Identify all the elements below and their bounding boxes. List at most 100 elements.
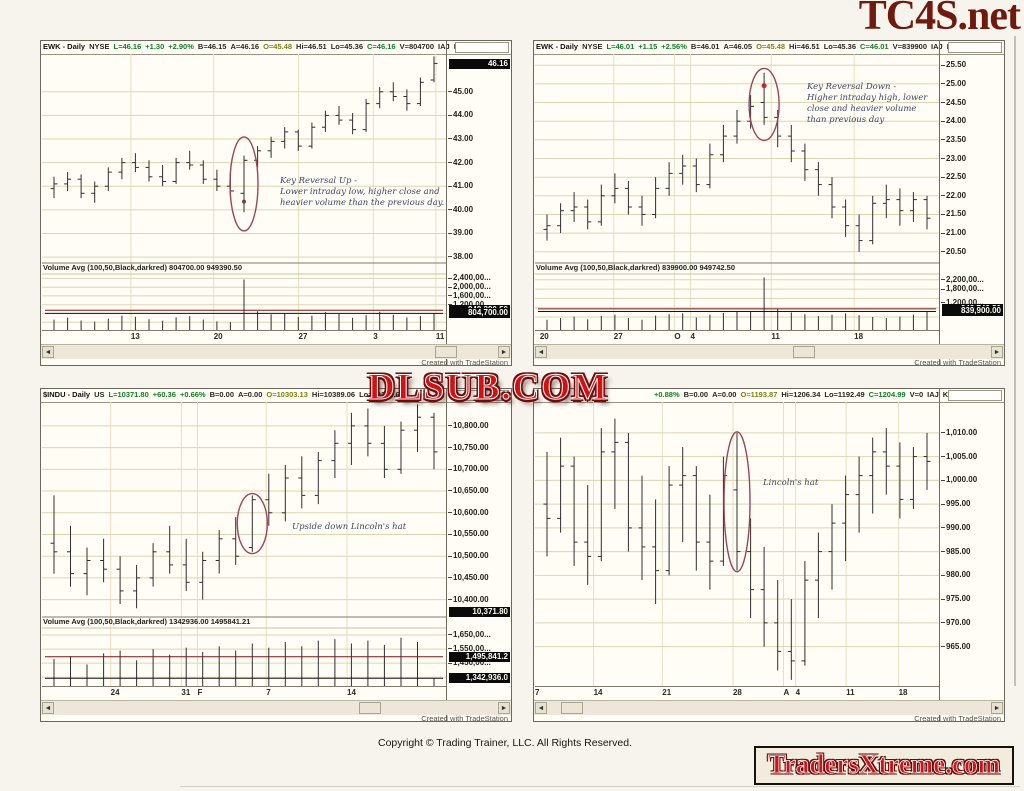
header-legend-box bbox=[948, 390, 1002, 401]
price-axis: 45.00 44.00 43.00 42.00 41.00 40.00 39.00 38.00… bbox=[446, 41, 511, 365]
header-field: IAJ bbox=[438, 42, 450, 51]
volume-axis-label: 1,650,00... bbox=[448, 630, 491, 640]
horizontal-scrollbar[interactable]: ◄ ► bbox=[534, 344, 1004, 359]
date-axis-label: 7 bbox=[266, 688, 271, 697]
price-volume-plot bbox=[535, 402, 939, 687]
price-axis-label: 40.00 bbox=[448, 205, 473, 215]
price-axis-label: 1,000.00 bbox=[941, 475, 977, 485]
date-axis-label: 27 bbox=[298, 332, 308, 341]
axis-tick-mark bbox=[448, 468, 452, 470]
axis-tick-mark bbox=[941, 176, 945, 178]
header-field: Hi=1206.34 bbox=[781, 390, 821, 399]
price-volume-plot bbox=[42, 402, 446, 687]
price-axis-label: 42.00 bbox=[448, 158, 473, 168]
horizontal-scrollbar[interactable]: ◄ ► bbox=[534, 700, 1004, 715]
date-axis-label: 18 bbox=[854, 332, 864, 341]
header-field: A=0.00 bbox=[238, 390, 263, 399]
price-axis: 1,010.00 1,005.00 1,000.00 995.00 990.00 985.… bbox=[939, 389, 1004, 721]
scrollbar-thumb[interactable] bbox=[560, 702, 583, 714]
scrollbar-thumb[interactable] bbox=[792, 346, 815, 358]
volume-value-box: 1,495,841.2 bbox=[449, 651, 510, 662]
horizontal-scrollbar[interactable]: ◄ ► bbox=[41, 700, 511, 715]
date-axis-label: 4 bbox=[795, 688, 801, 697]
axis-tick-mark bbox=[941, 288, 945, 290]
price-axis-label: 10,600.00 bbox=[448, 508, 489, 518]
volume-avg-label: Volume Avg (100,50,Black,darkred) 839900… bbox=[536, 263, 736, 272]
chart-annotation-line: heavier volume than the previous day. bbox=[280, 198, 445, 209]
tradestation-credit: Created with TradeStation bbox=[421, 714, 508, 722]
axis-tick-mark bbox=[448, 599, 452, 601]
axis-tick-mark bbox=[448, 425, 452, 427]
horizontal-scrollbar[interactable]: ◄ ► bbox=[41, 344, 511, 359]
volume-axis-label: 2,000,00... bbox=[448, 282, 491, 292]
header-field: A=0.00 bbox=[712, 390, 737, 399]
axis-tick-mark bbox=[448, 256, 452, 258]
last-price-box: 46.16 bbox=[449, 59, 510, 70]
page-edge-bottom bbox=[180, 786, 1020, 787]
volume-axis-label: 1,800,00... bbox=[941, 284, 984, 294]
header-field: A=46.05 bbox=[723, 42, 753, 51]
header-field: V=804700 bbox=[399, 42, 435, 51]
scroll-left-button[interactable]: ◄ bbox=[42, 346, 54, 358]
axis-tick-mark bbox=[941, 622, 945, 624]
scroll-left-button[interactable]: ◄ bbox=[535, 702, 547, 714]
axis-tick-mark bbox=[448, 648, 452, 650]
scrollbar-thumb[interactable] bbox=[434, 346, 457, 358]
tradestation-credit: Created with TradeStation bbox=[914, 358, 1001, 366]
scroll-right-button[interactable]: ► bbox=[498, 346, 510, 358]
header-field: A=46.16 bbox=[230, 42, 260, 51]
price-axis-label: 20.50 bbox=[941, 247, 966, 257]
volume-value-box: 804,700.00 bbox=[449, 308, 510, 319]
chart-header: +0.88% B=0.00 A=0.00 O=1193.87 Hi=1206.34 Lo=… bbox=[534, 389, 1004, 403]
date-axis-label: 24 bbox=[110, 688, 120, 697]
header-field: O=45.48 bbox=[263, 42, 293, 51]
price-axis-label: 10,400.00 bbox=[448, 595, 489, 605]
scrollbar-thumb[interactable] bbox=[358, 702, 381, 714]
date-axis-label: 14 bbox=[347, 688, 356, 697]
axis-tick-mark bbox=[941, 139, 945, 141]
header-field: EWK - Daily bbox=[43, 42, 86, 51]
price-axis: 10,800.00 10,750.00 10,700.00 10,650.00 10,6… bbox=[446, 389, 511, 721]
header-field: +2.90% bbox=[168, 42, 194, 51]
axis-tick-mark bbox=[448, 662, 452, 664]
scroll-right-button[interactable]: ► bbox=[498, 702, 510, 714]
price-axis-label: 23.00 bbox=[941, 154, 966, 164]
chart-header: $INDU - Daily US L=10371.80 +60.36 +0.66% B=0… bbox=[41, 389, 511, 403]
price-axis-label: 990.00 bbox=[941, 523, 970, 533]
price-axis-label: 22.50 bbox=[941, 172, 966, 182]
header-field: NYSE bbox=[89, 42, 110, 51]
header-field: IAJ bbox=[931, 42, 943, 51]
axis-tick-mark bbox=[448, 162, 452, 164]
axis-tick-mark bbox=[448, 446, 452, 448]
header-field: Lo=10282.6 bbox=[359, 390, 400, 399]
price-volume-plot bbox=[42, 54, 446, 331]
scroll-right-button[interactable]: ► bbox=[991, 702, 1003, 714]
scroll-left-button[interactable]: ◄ bbox=[42, 702, 54, 714]
price-axis-label: 985.00 bbox=[941, 547, 970, 557]
axis-tick-mark bbox=[941, 527, 945, 529]
scroll-left-button[interactable]: ◄ bbox=[535, 346, 547, 358]
annotation-dot bbox=[242, 199, 246, 204]
price-axis-label: 25.00 bbox=[941, 79, 966, 89]
header-field: O=10303.13 bbox=[266, 390, 308, 399]
header-field: B=0.00 bbox=[683, 390, 709, 399]
axis-tick-mark bbox=[941, 232, 945, 234]
header-field: B=46.15 bbox=[197, 42, 227, 51]
header-legend-box bbox=[948, 42, 1002, 53]
axis-tick-mark bbox=[448, 512, 452, 514]
price-axis-label: 10,800.00 bbox=[448, 421, 489, 431]
axis-tick-mark bbox=[448, 209, 452, 211]
axis-tick-mark bbox=[448, 232, 452, 234]
price-axis-label: 10,700.00 bbox=[448, 464, 489, 474]
header-field: C=46.01 bbox=[860, 42, 889, 51]
volume-axis-label: 1,450,00... bbox=[448, 658, 491, 668]
chart-annotation-line: Key Reversal Down - bbox=[807, 82, 897, 92]
scroll-right-button[interactable]: ► bbox=[991, 346, 1003, 358]
price-axis-label: 38.00 bbox=[448, 252, 473, 262]
price-axis-label: 21.00 bbox=[941, 228, 966, 238]
chart-annotation-line: Lower intraday low, higher close and bbox=[280, 187, 440, 198]
axis-tick-mark bbox=[941, 551, 945, 553]
date-axis-label: 20 bbox=[213, 332, 223, 341]
price-axis-label: 10,450.00 bbox=[448, 573, 489, 583]
axis-tick-mark bbox=[448, 634, 452, 636]
